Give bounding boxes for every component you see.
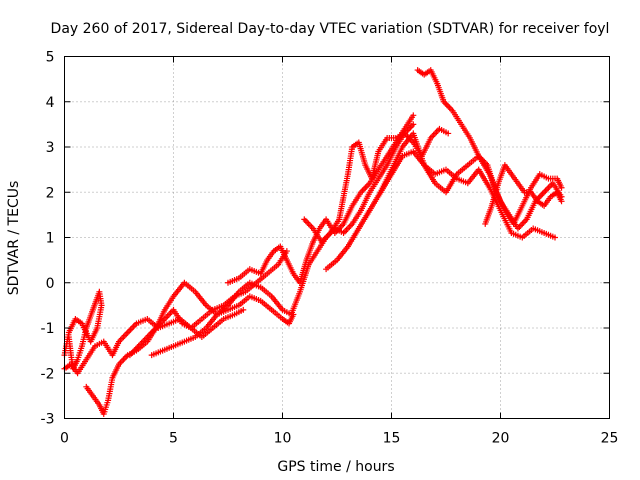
- y-tick-label: 4: [46, 95, 55, 111]
- data-point: [240, 306, 247, 313]
- x-tick-label: 0: [60, 431, 69, 447]
- x-tick-label: 20: [492, 431, 510, 447]
- data-point: [65, 334, 72, 341]
- data-point: [558, 198, 565, 205]
- y-tick-label: -2: [41, 366, 55, 382]
- series-track-a: [61, 248, 290, 377]
- y-tick-label: 0: [46, 276, 55, 292]
- y-tick-label: 2: [46, 185, 55, 201]
- series-track-i: [377, 148, 558, 241]
- x-tick-label: 5: [169, 431, 178, 447]
- x-tick-label: 15: [383, 431, 401, 447]
- data-point: [445, 130, 452, 137]
- x-tick-label: 10: [274, 431, 292, 447]
- y-tick-label: 5: [46, 50, 55, 66]
- y-tick-label: 1: [46, 231, 55, 247]
- y-tick-label: -1: [41, 321, 55, 337]
- data-marks: [61, 67, 565, 417]
- data-point: [558, 184, 565, 191]
- data-point: [410, 121, 417, 128]
- x-tick-labels: 0 5 10 15 20 25: [60, 431, 618, 447]
- data-point: [410, 112, 417, 119]
- series-track-b: [61, 288, 105, 372]
- grid-lines: [64, 56, 610, 419]
- chart-title: Day 260 of 2017, Sidereal Day-to-day VTE…: [51, 21, 610, 37]
- series-track-g: [301, 121, 417, 246]
- x-axis-label: GPS time / hours: [277, 459, 394, 475]
- data-point: [283, 248, 290, 255]
- y-tick-label: 3: [46, 140, 55, 156]
- y-tick-labels: -3 -2 -1 0 1 2 3 4 5: [41, 50, 55, 428]
- series-track-h: [323, 130, 565, 273]
- series-track-k: [482, 162, 565, 227]
- series-track-f: [225, 112, 417, 286]
- data-point: [552, 234, 558, 241]
- y-axis-label: SDTVAR / TECUs: [6, 181, 22, 296]
- axis-ticks: [64, 56, 610, 419]
- series-track-d: [126, 279, 297, 359]
- x-tick-label: 25: [601, 431, 619, 447]
- y-tick-label: -3: [41, 412, 55, 428]
